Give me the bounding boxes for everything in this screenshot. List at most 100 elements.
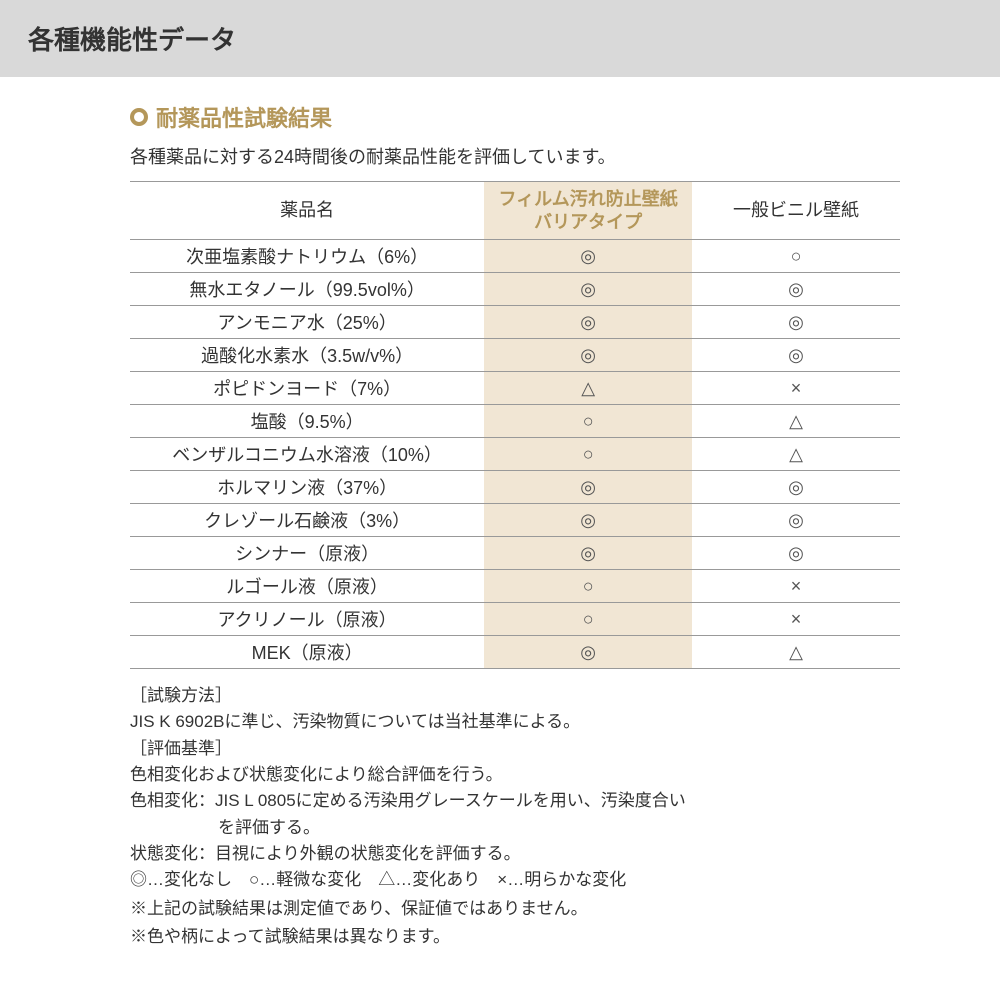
result-symbol-icon: ◎ (580, 247, 596, 265)
table-row: クレゾール石鹸液（3%） ◎ ◎ (130, 504, 900, 537)
table-row: 塩酸（9.5%） ○ △ (130, 405, 900, 438)
barrier-result-cell: ○ (484, 438, 692, 471)
result-symbol-icon: ◎ (788, 544, 804, 562)
intro-text: 各種薬品に対する24時間後の耐薬品性能を評価しています。 (130, 143, 900, 169)
result-symbol-icon: × (791, 379, 802, 397)
general-result-cell: × (692, 603, 900, 636)
col-header-chemical: 薬品名 (130, 182, 484, 240)
table-header-row: 薬品名 フィルム汚れ防止壁紙 バリアタイプ 一般ビニル壁紙 (130, 182, 900, 240)
result-symbol-icon: ○ (791, 247, 802, 265)
col-header-barrier: フィルム汚れ防止壁紙 バリアタイプ (484, 182, 692, 240)
table-row: ホルマリン液（37%） ◎ ◎ (130, 471, 900, 504)
general-result-cell: △ (692, 636, 900, 669)
barrier-result-cell: △ (484, 372, 692, 405)
general-result-cell: ◎ (692, 273, 900, 306)
result-symbol-icon: △ (581, 379, 595, 397)
barrier-result-cell: ◎ (484, 306, 692, 339)
result-symbol-icon: ◎ (580, 643, 596, 661)
result-symbol-icon: ◎ (580, 478, 596, 496)
result-symbol-icon: △ (789, 445, 803, 463)
table-row: 無水エタノール（99.5vol%） ◎ ◎ (130, 273, 900, 306)
result-symbol-icon: ○ (583, 577, 594, 595)
barrier-result-cell: ◎ (484, 537, 692, 570)
result-symbol-icon: ○ (583, 412, 594, 430)
section-title: 耐薬品性試験結果 (156, 101, 332, 133)
barrier-result-cell: ○ (484, 405, 692, 438)
table-row: アンモニア水（25%） ◎ ◎ (130, 306, 900, 339)
barrier-result-cell: ◎ (484, 339, 692, 372)
result-symbol-icon: ◎ (580, 313, 596, 331)
section-title-row: 耐薬品性試験結果 (130, 101, 900, 133)
general-result-cell: ○ (692, 240, 900, 273)
chemical-name-cell: 塩酸（9.5%） (130, 405, 484, 438)
result-symbol-icon: ◎ (788, 511, 804, 529)
chemical-name-cell: 過酸化水素水（3.5w/v%） (130, 339, 484, 372)
table-row: ルゴール液（原液） ○ × (130, 570, 900, 603)
general-result-cell: ◎ (692, 504, 900, 537)
note-method-label: ［試験方法］ (130, 683, 900, 709)
chemical-name-cell: MEK（原液） (130, 636, 484, 669)
general-result-cell: ◎ (692, 339, 900, 372)
table-row: アクリノール（原液） ○ × (130, 603, 900, 636)
table-row: ポピドンヨード（7%） △ × (130, 372, 900, 405)
note-criteria-text1: 色相変化および状態変化により総合評価を行う。 (130, 762, 900, 788)
result-symbol-icon: ◎ (580, 511, 596, 529)
notes-block: ［試験方法］ JIS K 6902Bに準じ、汚染物質については当社基準による。 … (130, 683, 900, 950)
result-symbol-icon: ○ (583, 610, 594, 628)
chemical-name-cell: クレゾール石鹸液（3%） (130, 504, 484, 537)
general-result-cell: × (692, 372, 900, 405)
barrier-result-cell: ○ (484, 603, 692, 636)
content-area: 耐薬品性試験結果 各種薬品に対する24時間後の耐薬品性能を評価しています。 薬品… (0, 77, 1000, 950)
chemical-name-cell: ルゴール液（原液） (130, 570, 484, 603)
chemical-resistance-table: 薬品名 フィルム汚れ防止壁紙 バリアタイプ 一般ビニル壁紙 次亜塩素酸ナトリウム… (130, 181, 900, 669)
chemical-name-cell: 無水エタノール（99.5vol%） (130, 273, 484, 306)
table-row: 次亜塩素酸ナトリウム（6%） ◎ ○ (130, 240, 900, 273)
note-legend: ◎…変化なし ○…軽微な変化 △…変化あり ×…明らかな変化 (130, 867, 900, 893)
chemical-name-cell: アンモニア水（25%） (130, 306, 484, 339)
table-body: 次亜塩素酸ナトリウム（6%）◎○無水エタノール（99.5vol%）◎◎アンモニア… (130, 240, 900, 669)
note-criteria-text2b: を評価する。 (130, 815, 900, 841)
general-result-cell: ◎ (692, 471, 900, 504)
result-symbol-icon: × (791, 577, 802, 595)
general-result-cell: ◎ (692, 537, 900, 570)
result-symbol-icon: ◎ (580, 280, 596, 298)
result-symbol-icon: ◎ (788, 478, 804, 496)
note-criteria-label: ［評価基準］ (130, 736, 900, 762)
result-symbol-icon: △ (789, 643, 803, 661)
banner: 各種機能性データ (0, 0, 1000, 77)
result-symbol-icon: ◎ (788, 313, 804, 331)
col-header-barrier-line2: バリアタイプ (534, 212, 642, 232)
result-symbol-icon: ◎ (788, 346, 804, 364)
result-symbol-icon: △ (789, 412, 803, 430)
result-symbol-icon: ◎ (580, 346, 596, 364)
chemical-name-cell: ベンザルコニウム水溶液（10%） (130, 438, 484, 471)
result-symbol-icon: ◎ (580, 544, 596, 562)
chemical-name-cell: ホルマリン液（37%） (130, 471, 484, 504)
col-header-barrier-line1: フィルム汚れ防止壁紙 (498, 189, 677, 209)
result-symbol-icon: ○ (583, 445, 594, 463)
general-result-cell: ◎ (692, 306, 900, 339)
table-row: ベンザルコニウム水溶液（10%） ○ △ (130, 438, 900, 471)
note-criteria-text2a: 色相変化：JIS L 0805に定める汚染用グレースケールを用い、汚染度合い (130, 788, 900, 814)
barrier-result-cell: ◎ (484, 471, 692, 504)
barrier-result-cell: ◎ (484, 504, 692, 537)
note-method-text: JIS K 6902Bに準じ、汚染物質については当社基準による。 (130, 709, 900, 735)
barrier-result-cell: ○ (484, 570, 692, 603)
chemical-name-cell: アクリノール（原液） (130, 603, 484, 636)
barrier-result-cell: ◎ (484, 273, 692, 306)
barrier-result-cell: ◎ (484, 240, 692, 273)
table-row: 過酸化水素水（3.5w/v%） ◎ ◎ (130, 339, 900, 372)
result-symbol-icon: × (791, 610, 802, 628)
general-result-cell: △ (692, 438, 900, 471)
table-row: MEK（原液） ◎ △ (130, 636, 900, 669)
table-row: シンナー（原液） ◎ ◎ (130, 537, 900, 570)
chemical-name-cell: ポピドンヨード（7%） (130, 372, 484, 405)
chemical-name-cell: シンナー（原液） (130, 537, 484, 570)
general-result-cell: × (692, 570, 900, 603)
note-criteria-text3: 状態変化：目視により外観の状態変化を評価する。 (130, 841, 900, 867)
chemical-name-cell: 次亜塩素酸ナトリウム（6%） (130, 240, 484, 273)
col-header-general: 一般ビニル壁紙 (692, 182, 900, 240)
ring-bullet-icon (130, 108, 148, 126)
general-result-cell: △ (692, 405, 900, 438)
note-disclaimer1: ※上記の試験結果は測定値であり、保証値ではありません。 (130, 896, 900, 922)
